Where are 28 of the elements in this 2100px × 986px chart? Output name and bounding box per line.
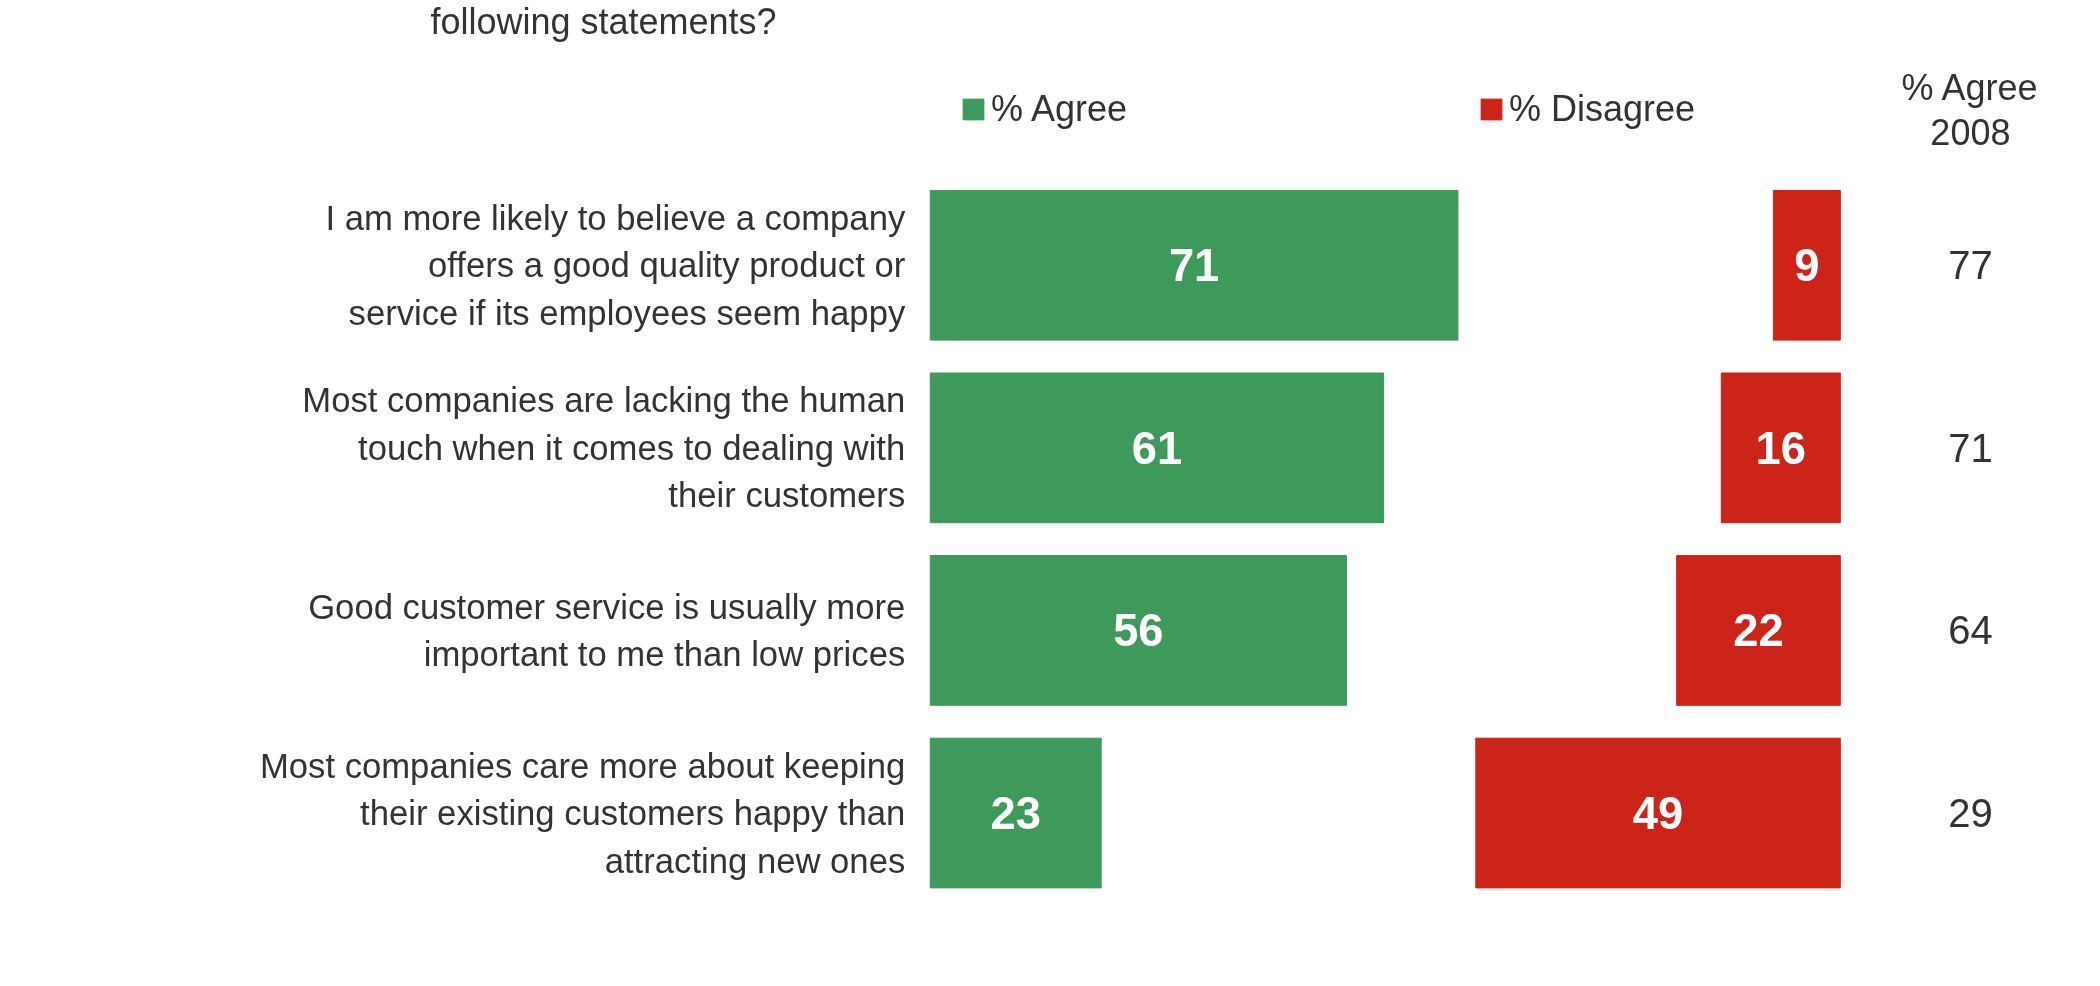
y-tick-label: Most companies are lacking the human touch when it comes to dealing with their customers [302, 381, 906, 515]
data-label: 61 [1131, 422, 1183, 474]
data-label: 16 [1755, 422, 1807, 474]
text: 29 [1948, 791, 1993, 836]
text: % Agree 2008 [1901, 67, 2038, 154]
bar [929, 189, 1459, 341]
data-label: 49 [1632, 788, 1684, 840]
text: 77 [1948, 243, 1993, 288]
data-label: 9 [1794, 240, 1820, 292]
data-label: 22 [1733, 605, 1784, 657]
bar [1676, 555, 1841, 706]
text: 64 [1948, 608, 1993, 653]
bar [929, 372, 1385, 524]
data-label: 23 [990, 788, 1041, 840]
bar [1475, 737, 1841, 889]
y-tick-label: I am more likely to believe a company offers a good quality product or service if its employees seem happy [325, 198, 906, 332]
bar [929, 737, 1102, 889]
y-tick-label: Good customer service is usually more important to me than low prices [308, 587, 906, 674]
y-tick-label: Most companies care more about keeping their existing customers happy than attracting new ones [259, 746, 906, 880]
legend-label: % Agree [991, 88, 1128, 130]
text: following statements? [430, 0, 777, 42]
bar [1720, 372, 1841, 524]
data-label: 56 [1113, 605, 1164, 657]
legend-label: % Disagree [1509, 88, 1696, 130]
text: 71 [1948, 425, 1993, 470]
bar [929, 555, 1347, 706]
data-label: 71 [1168, 240, 1220, 292]
bar [1772, 189, 1841, 341]
